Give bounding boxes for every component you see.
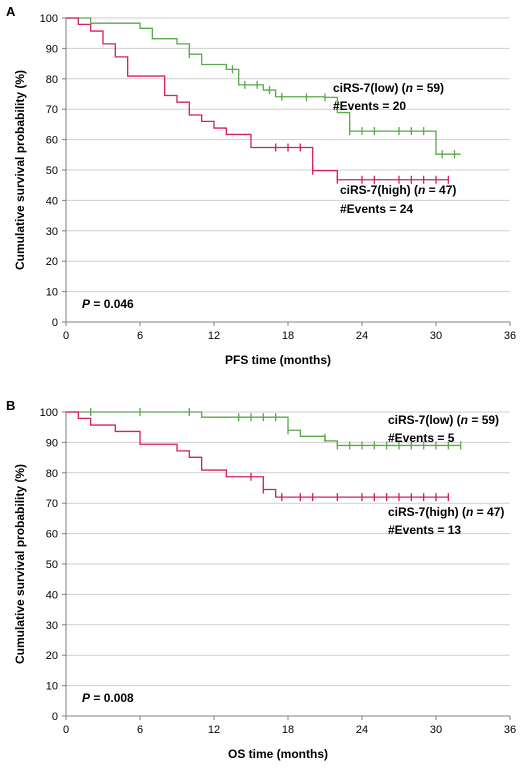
series-line-high	[66, 17, 449, 181]
legend-count: = 59)	[413, 81, 444, 95]
x-tick-label: 6	[137, 330, 143, 342]
legend-n: n	[461, 413, 468, 427]
p-number: = 0.046	[90, 297, 134, 311]
p-label: P	[82, 297, 91, 311]
legend-events-low: #Events = 5	[388, 431, 455, 445]
legend-count: = 59)	[468, 413, 499, 427]
x-axis-title: PFS time (months)	[225, 353, 331, 367]
panel-a: A 0 10 20 30 40 50 60 70 80 90 100 0 6 12 18 24 30 36 PFS t…	[6, 4, 516, 367]
y-tick-label: 80	[46, 74, 58, 86]
x-tick-label: 12	[208, 330, 220, 342]
x-tick-label: 24	[356, 330, 368, 342]
y-tick-label: 0	[52, 711, 58, 723]
panel-letter: A	[6, 4, 16, 19]
y-tick-label: 80	[46, 468, 58, 480]
y-tick-label: 0	[52, 317, 58, 329]
x-tick-label: 18	[282, 724, 294, 736]
y-tick-label: 10	[46, 287, 58, 299]
y-tick-label: 60	[46, 135, 58, 147]
legend-count: = 47)	[473, 505, 504, 519]
panel-b: B 0 10 20 30 40 50 60 70 80 90 100 0 6 12 18 24 30 36 OS ti…	[6, 398, 516, 761]
x-tick-label: 36	[504, 724, 516, 736]
x-tick-label: 12	[208, 724, 220, 736]
legend-n: n	[406, 81, 413, 95]
y-tick-label: 40	[46, 195, 58, 207]
legend-n: n	[418, 183, 425, 197]
legend-events-low: #Events = 20	[333, 99, 406, 113]
y-axis-title: Cumulative survival probability (%)	[13, 464, 27, 664]
x-tick-label: 30	[430, 724, 442, 736]
legend-label-low: ciRS-7(low) (n = 59)	[333, 81, 444, 95]
x-tick-label: 6	[137, 724, 143, 736]
y-tick-label: 100	[40, 13, 58, 25]
x-tick-label: 36	[504, 330, 516, 342]
y-tick-label: 90	[46, 437, 58, 449]
y-tick-label: 50	[46, 165, 58, 177]
y-axis-title: Cumulative survival probability (%)	[13, 70, 27, 270]
x-tick-label: 24	[356, 724, 368, 736]
legend-n: n	[466, 505, 473, 519]
p-label: P	[82, 691, 91, 705]
x-tick-label: 18	[282, 330, 294, 342]
legend-name: ciRS-7(high) (	[340, 183, 418, 197]
legend-name: ciRS-7(high) (	[388, 505, 466, 519]
legend-name: ciRS-7(low) (	[333, 81, 406, 95]
y-tick-label: 50	[46, 559, 58, 571]
legend-events-high: #Events = 24	[340, 202, 413, 216]
x-tick-label: 0	[63, 724, 69, 736]
y-tick-label: 100	[40, 407, 58, 419]
p-number: = 0.008	[90, 691, 134, 705]
legend-name: ciRS-7(low) (	[388, 413, 461, 427]
y-tick-label: 60	[46, 529, 58, 541]
y-tick-label: 30	[46, 226, 58, 238]
p-value: P = 0.008	[82, 691, 134, 705]
y-tick-label: 30	[46, 620, 58, 632]
x-tick-label: 30	[430, 330, 442, 342]
x-axis-title: OS time (months)	[228, 747, 328, 761]
x-tick-label: 0	[63, 330, 69, 342]
legend-label-high: ciRS-7(high) (n = 47)	[340, 183, 456, 197]
y-tick-label: 20	[46, 256, 58, 268]
legend-label-high: ciRS-7(high) (n = 47)	[388, 505, 504, 519]
y-tick-label: 10	[46, 681, 58, 693]
y-tick-label: 40	[46, 589, 58, 601]
series-line-high	[66, 411, 449, 498]
panel-letter: B	[6, 398, 15, 413]
p-value: P = 0.046	[82, 297, 134, 311]
y-tick-label: 70	[46, 104, 58, 116]
legend-label-low: ciRS-7(low) (n = 59)	[388, 413, 499, 427]
legend-events-high: #Events = 13	[388, 523, 461, 537]
y-tick-label: 70	[46, 498, 58, 510]
y-tick-label: 20	[46, 650, 58, 662]
y-tick-label: 90	[46, 43, 58, 55]
legend-count: = 47)	[425, 183, 456, 197]
